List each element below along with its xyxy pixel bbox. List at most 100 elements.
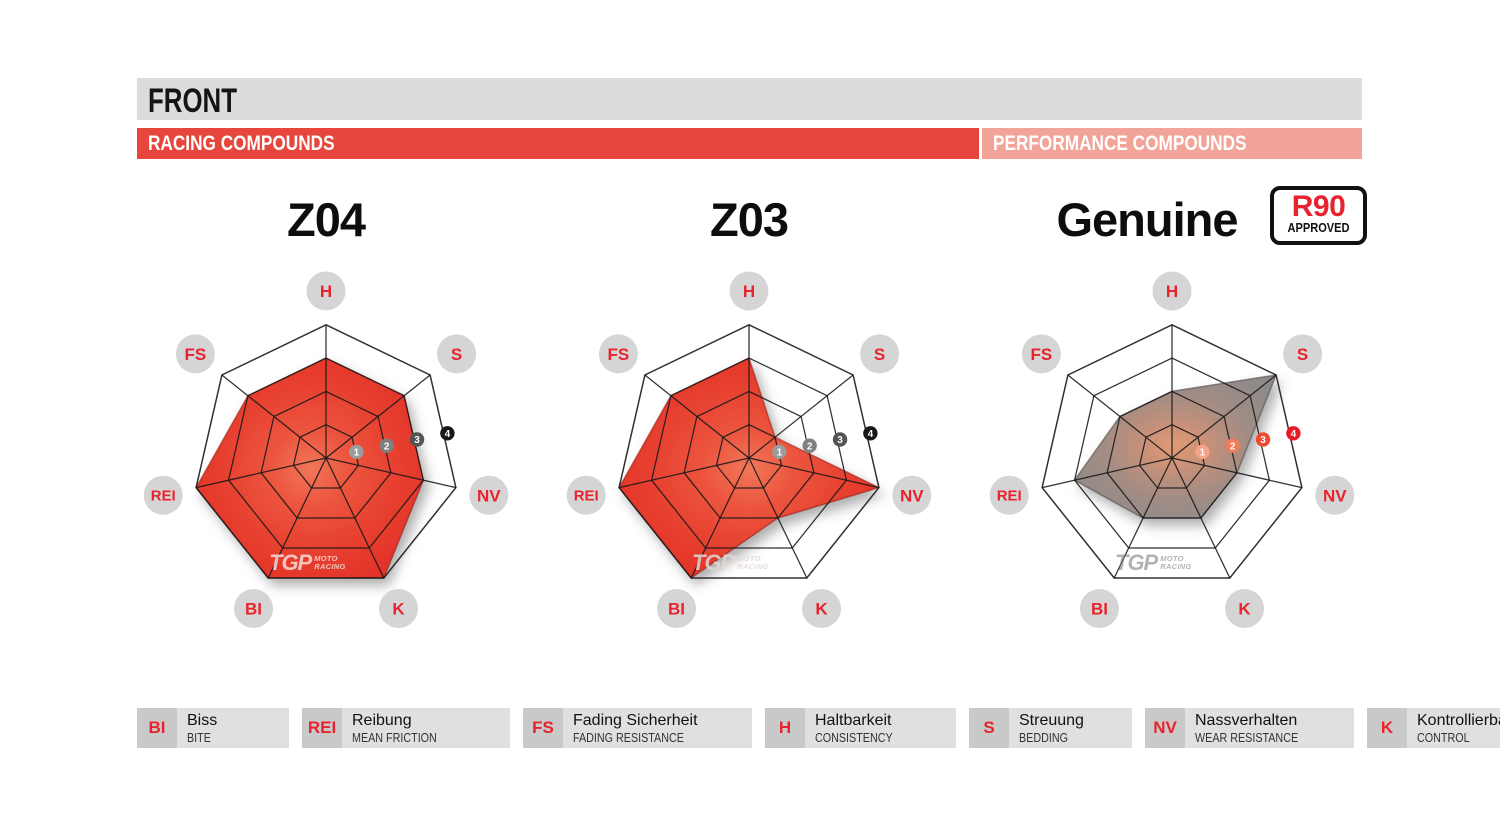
axis-label-circle-h <box>729 271 769 311</box>
compound-title-genuine: Genuine <box>1056 193 1238 246</box>
scale-badge-label: 2 <box>384 441 390 452</box>
radar-axis-spoke-k <box>1171 457 1231 579</box>
front-header-bar: FRONT <box>137 78 1362 120</box>
radar-axis-spoke-fs <box>644 374 750 459</box>
legend-term-german: Fading Sicherheit <box>573 712 698 729</box>
compound-title-z03: Z03 <box>710 193 789 246</box>
radar-chart-genuine: 1 2 3 4 H S NV K BI REI FS TGP MOTO RACING <box>952 248 1392 668</box>
legend-bar: BI Biss BITE REI Reibung MEAN FRICTION FS Fadin… <box>137 708 1500 748</box>
axis-label-fs: FS <box>608 345 630 364</box>
legend-item-nv: NV Nassverhalten WEAR RESISTANCE <box>1145 708 1354 748</box>
radar-grid-ring-3 <box>650 357 848 549</box>
r90-badge-text: R90 <box>1291 190 1346 223</box>
axis-label-circle-s <box>1283 334 1323 374</box>
legend-item-rei: REI Reibung MEAN FRICTION <box>302 708 510 748</box>
legend-text-box: Biss BITE <box>177 708 289 748</box>
radar-axis-spoke-rei <box>1041 457 1173 489</box>
legend-term-english: BEDDING <box>1019 731 1068 745</box>
scale-badge-label: 4 <box>445 429 451 440</box>
axis-label-circle-s <box>860 334 900 374</box>
legend-abbr-s: S <box>969 708 1009 748</box>
axis-label-circle-fs <box>175 334 215 374</box>
axis-label-fs: FS <box>1031 345 1053 364</box>
scale-badge-label: 3 <box>414 435 420 446</box>
radar-grid <box>618 323 880 579</box>
axis-label-rei: REI <box>151 488 176 505</box>
scale-badge-1 <box>349 444 364 460</box>
radar-grid-ring-4 <box>1041 323 1303 579</box>
scale-badge-label: 3 <box>1260 435 1266 446</box>
radar-axis-spoke-bi <box>1113 457 1173 579</box>
axis-label-circle-k <box>802 589 841 628</box>
radar-grid-ring-1 <box>715 424 783 489</box>
legend-term-english: CONSISTENCY <box>815 731 893 745</box>
scale-badge-label: 4 <box>1291 429 1297 440</box>
axis-label-circle-bi <box>657 589 696 628</box>
radar-chart-z04: 1 2 3 4 H S NV K BI REI FS TGP MOTO RACING <box>106 248 546 668</box>
r90-approved-badge: R90 APPROVED <box>1270 186 1367 245</box>
scale-badge-3 <box>409 432 425 447</box>
radar-grid <box>1041 323 1303 579</box>
radar-axis-spoke-nv <box>325 457 457 489</box>
legend-abbr-nv: NV <box>1145 708 1185 748</box>
axis-label-rei: REI <box>997 488 1022 505</box>
performance-compounds-band: PERFORMANCE COMPOUNDS <box>982 128 1362 159</box>
radar-axis-spoke-bi <box>690 457 750 579</box>
axis-label-circle-h <box>306 271 346 311</box>
scale-badge-label: 1 <box>354 447 360 458</box>
legend-abbr-k: K <box>1367 708 1407 748</box>
legend-term-english: BITE <box>187 731 211 745</box>
radar-axis-spoke-nv <box>748 457 880 489</box>
scale-badge-4 <box>863 426 878 441</box>
axis-label-circle-fs <box>598 334 638 374</box>
radar-axis-spoke-rei <box>618 457 750 489</box>
legend-term-english: WEAR RESISTANCE <box>1195 731 1299 745</box>
scale-badge-2 <box>1225 438 1240 453</box>
legend-term-german: Kontrollierbarkeit <box>1417 712 1500 729</box>
scale-badge-3 <box>1255 432 1271 447</box>
radar-grid-ring-1 <box>1138 424 1206 489</box>
radar-chart-z03: 1 2 3 4 H S NV K BI REI FS TGP MOTO RACING <box>529 248 969 668</box>
radar-axis-spoke-rei <box>195 457 327 489</box>
radar-data-polygon <box>1073 374 1277 519</box>
front-title: FRONT <box>148 82 237 120</box>
legend-item-h: H Haltbarkeit CONSISTENCY <box>765 708 956 748</box>
radar-axis-spoke-s <box>1171 374 1277 459</box>
radar-axis-spoke-fs <box>1067 374 1173 459</box>
legend-item-k: K Kontrollierbarkeit CONTROL <box>1367 708 1500 748</box>
axis-label-rei: REI <box>574 488 599 505</box>
radar-grid-ring-2 <box>260 390 392 519</box>
scale-badge-label: 4 <box>868 429 874 440</box>
performance-compounds-label: PERFORMANCE COMPOUNDS <box>993 132 1247 155</box>
legend-item-bi: BI Biss BITE <box>137 708 289 748</box>
radar-axis-spoke-fs <box>221 374 327 459</box>
legend-term-english: FADING RESISTANCE <box>573 731 684 745</box>
axis-label-fs: FS <box>185 345 207 364</box>
radar-grid-ring-1 <box>292 424 360 489</box>
radar-axis-spoke-s <box>325 374 431 459</box>
axis-label-bi: BI <box>245 600 262 619</box>
radar-grid-ring-3 <box>1073 357 1271 549</box>
legend-item-s: S Streuung BEDDING <box>969 708 1132 748</box>
legend-text-box: Haltbarkeit CONSISTENCY <box>805 708 956 748</box>
scale-badge-1 <box>1195 444 1210 460</box>
axis-label-s: S <box>874 345 885 364</box>
axis-label-nv: NV <box>1323 486 1347 505</box>
legend-term-english: CONTROL <box>1417 731 1470 745</box>
axis-label-circle-nv <box>469 475 509 515</box>
legend-term-german: Streuung <box>1019 712 1084 729</box>
axis-label-circle-fs <box>1021 334 1061 374</box>
scale-badge-label: 1 <box>1200 447 1206 458</box>
legend-abbr-h: H <box>765 708 805 748</box>
axis-label-nv: NV <box>900 486 924 505</box>
radar-axis-spoke-s <box>748 374 854 459</box>
scale-badge-1 <box>772 444 787 460</box>
legend-term-english: MEAN FRICTION <box>352 731 437 745</box>
axis-label-circle-k <box>379 589 418 628</box>
axis-label-bi: BI <box>668 600 685 619</box>
radar-axis-spoke-k <box>325 457 385 579</box>
axis-label-circle-h <box>1152 271 1192 311</box>
axis-label-h: H <box>1166 282 1178 301</box>
legend-abbr-fs: FS <box>523 708 563 748</box>
axis-label-circle-k <box>1225 589 1264 628</box>
